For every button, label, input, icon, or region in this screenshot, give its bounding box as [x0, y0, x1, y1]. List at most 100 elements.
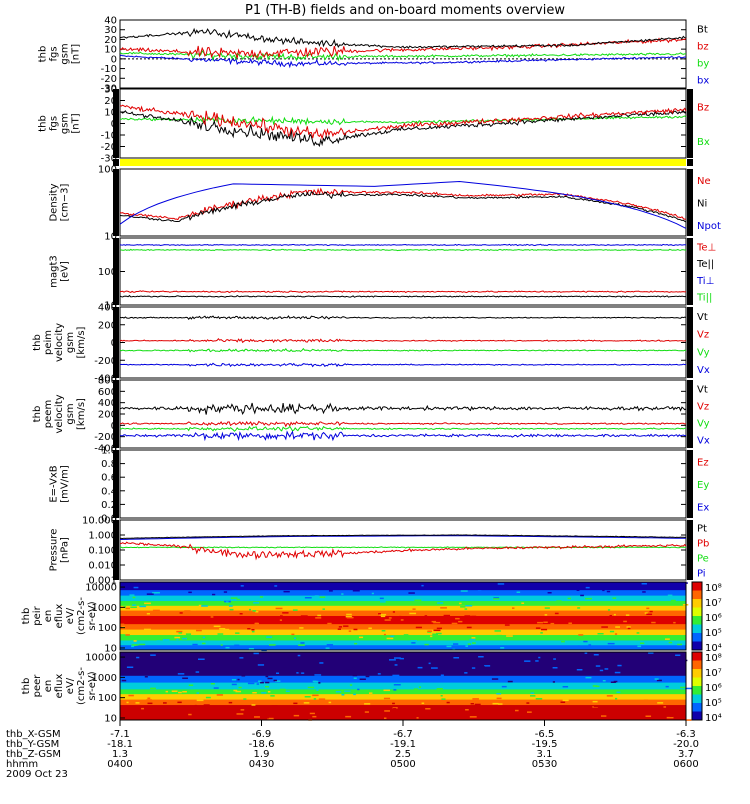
- spectrogram-speckle: [530, 692, 535, 694]
- series-pi: [119, 535, 687, 540]
- y-axis-label-line: [nT]: [71, 113, 82, 133]
- spectrogram-speckle: [188, 684, 194, 686]
- colorbar-segment: [692, 590, 702, 600]
- spectrogram-speckle: [413, 688, 418, 690]
- spectrogram-speckle: [472, 642, 476, 644]
- edge-bar: [113, 89, 119, 158]
- spectrogram: [120, 582, 689, 652]
- spectrogram-speckle: [237, 678, 240, 681]
- spectrogram-speckle: [379, 613, 387, 616]
- colorbar-segment: [692, 624, 702, 634]
- spectrogram-speckle: [271, 673, 276, 675]
- y-tick-label: 1000: [92, 603, 117, 614]
- spectrogram-speckle: [667, 594, 673, 597]
- edge-bar: [113, 450, 119, 518]
- spectrogram-speckle: [182, 677, 188, 679]
- spectrogram-speckle: [202, 636, 206, 639]
- y-axis-label-line: magt3: [49, 255, 60, 288]
- spectrogram-speckle: [685, 719, 692, 721]
- spectrogram-speckle: [392, 707, 398, 709]
- panel-frame: [119, 519, 687, 581]
- spectrogram-speckle: [320, 666, 325, 669]
- spectrogram-speckle: [177, 673, 185, 675]
- spectrogram-speckle: [364, 711, 369, 713]
- spectrogram-speckle: [577, 708, 582, 710]
- spectrogram-speckle: [276, 672, 280, 674]
- spectrogram-speckle: [138, 643, 146, 646]
- spectrogram-speckle: [470, 703, 474, 705]
- spectrogram-speckle: [196, 692, 199, 694]
- spectrogram-speckle: [384, 710, 390, 712]
- legend-entry: Te||: [696, 259, 714, 270]
- spectrogram-speckle: [388, 617, 392, 619]
- spectrogram-speckle: [258, 680, 262, 682]
- spectrogram-speckle: [251, 704, 256, 706]
- spectrogram-speckle: [176, 630, 183, 633]
- legend-entry: Pb: [697, 539, 709, 550]
- spectrogram-speckle: [568, 622, 572, 624]
- spectrogram-speckle: [368, 627, 372, 629]
- spectrogram-speckle: [229, 717, 235, 719]
- spectrogram-speckle: [134, 667, 141, 669]
- y-tick-label: 0.2: [101, 500, 117, 511]
- spectrogram-speckle: [616, 691, 621, 693]
- spectrogram-speckle: [535, 627, 541, 629]
- y-tick-label: 1.0: [101, 446, 117, 457]
- spectrogram-speckle: [524, 587, 532, 590]
- spectrogram-speckle: [252, 692, 257, 694]
- x-tick-label: -20.0: [673, 739, 699, 750]
- panel-frame: [119, 581, 687, 651]
- spectrogram-speckle: [484, 671, 488, 673]
- spectrogram-speckle: [279, 619, 283, 621]
- legend-entry: Ti||: [696, 293, 712, 304]
- legend-entry: Te⊥: [696, 242, 716, 253]
- spectrogram-speckle: [393, 707, 397, 710]
- spectrogram-speckle: [464, 672, 468, 674]
- spectrogram-speckle: [446, 645, 452, 648]
- colorbar-segment: [692, 660, 702, 670]
- plot-title: P1 (TH-B) fields and on-board moments ov…: [245, 3, 565, 18]
- y-tick-label: 20: [104, 96, 117, 107]
- spectrogram-speckle: [665, 685, 669, 688]
- y-axis-label-line: gsm: [65, 332, 76, 353]
- y-tick-label: 0.8: [101, 459, 117, 470]
- spectrogram-speckle: [444, 588, 449, 590]
- y-axis-label-line: [mV/m]: [60, 465, 71, 503]
- y-axis-label-line: [km/s]: [76, 326, 87, 358]
- spectrogram-speckle: [433, 629, 441, 632]
- y-axis-label-line: sr-eV): [87, 671, 98, 700]
- spectrogram-speckle: [269, 644, 276, 646]
- spectrogram-speckle: [599, 669, 604, 672]
- series-vz: [119, 420, 687, 428]
- spectrogram-speckle: [131, 715, 137, 718]
- spectrogram-speckle: [303, 661, 307, 663]
- legend-entry: Ex: [697, 503, 709, 514]
- y-axis-label-line: eflux: [54, 604, 65, 629]
- series-vt: [119, 402, 687, 415]
- spectrogram-speckle: [604, 662, 611, 665]
- spectrogram-speckle: [593, 705, 599, 708]
- spectrogram-speckle: [496, 693, 502, 695]
- spectrogram-speckle: [394, 657, 401, 659]
- spectrogram-speckle: [379, 597, 384, 600]
- spectrogram-speckle: [497, 583, 505, 585]
- y-axis-label-line: [nT]: [71, 44, 82, 64]
- spectrogram-speckle: [592, 700, 598, 703]
- spectrogram-speckle: [213, 625, 221, 628]
- y-tick-label: 0.6: [101, 473, 117, 484]
- spectrogram-speckle: [133, 644, 137, 646]
- spectrogram-speckle: [535, 698, 543, 700]
- spectrogram-speckle: [163, 702, 167, 704]
- spectrogram-speckle: [210, 683, 215, 685]
- spectrogram-speckle: [436, 664, 444, 667]
- panel-frame: [119, 168, 687, 237]
- legend-entry: Ne: [697, 176, 711, 187]
- colorbar-label: 10⁶: [705, 613, 722, 624]
- colorbar-segment: [692, 711, 702, 721]
- spectrogram-speckle: [554, 612, 559, 615]
- spectrogram-speckle: [646, 607, 650, 610]
- spectrogram-speckle: [313, 667, 316, 670]
- spectrogram-speckle: [217, 633, 224, 635]
- spectrogram-speckle: [614, 671, 621, 674]
- y-tick-label: 10: [104, 232, 117, 243]
